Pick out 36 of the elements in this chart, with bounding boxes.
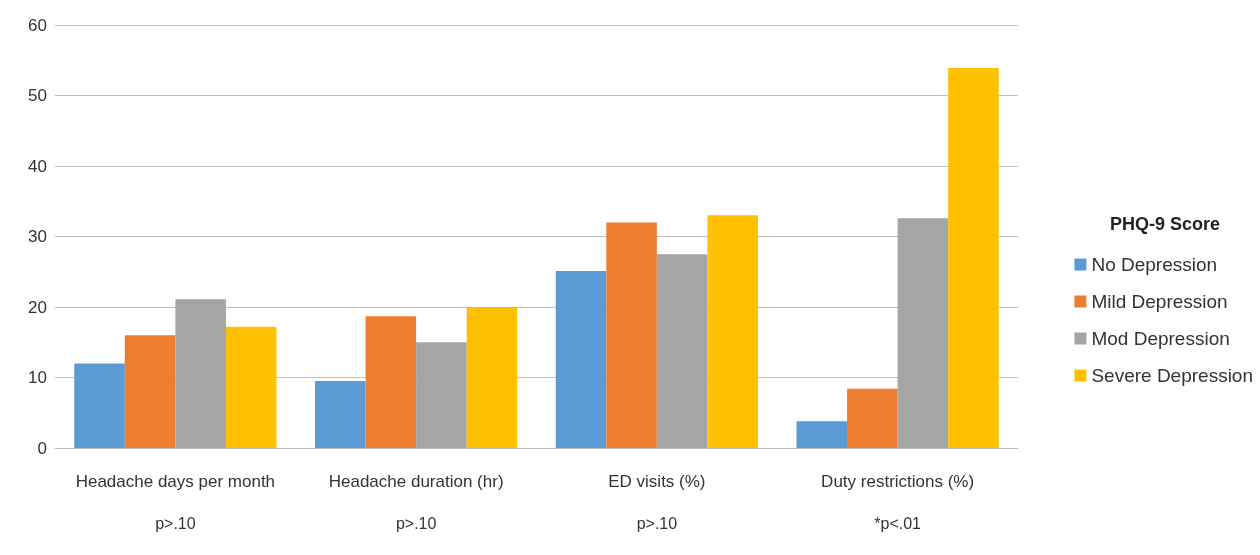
legend-label: No Depression bbox=[1091, 254, 1218, 275]
y-tick-label: 0 bbox=[37, 438, 47, 458]
bar bbox=[555, 271, 607, 448]
bar bbox=[175, 299, 226, 448]
bar bbox=[897, 218, 949, 448]
y-tick-label: 10 bbox=[28, 368, 47, 387]
bar bbox=[315, 381, 366, 448]
legend-title: PHQ-9 Score bbox=[1109, 214, 1221, 234]
bar bbox=[225, 326, 277, 448]
bar bbox=[796, 421, 848, 448]
legend-label: Mod Depression bbox=[1091, 328, 1230, 349]
bar bbox=[847, 388, 898, 448]
bar bbox=[707, 215, 758, 448]
text: p>.10 bbox=[636, 514, 678, 532]
y-tick-label: 50 bbox=[28, 86, 47, 105]
x-tick-label: Headache duration (hr) bbox=[328, 471, 504, 491]
y-tick-label: 60 bbox=[28, 15, 47, 35]
legend-label: Severe Depression bbox=[1091, 365, 1254, 386]
bar bbox=[948, 68, 999, 448]
bar bbox=[416, 342, 467, 448]
x-tick-label: ED visits (%) bbox=[608, 471, 706, 491]
bar bbox=[74, 363, 125, 448]
bar bbox=[656, 254, 708, 448]
y-tick-label: 20 bbox=[28, 297, 47, 317]
bar bbox=[606, 222, 657, 448]
bar bbox=[124, 335, 176, 448]
y-tick-label: 30 bbox=[28, 227, 47, 246]
x-tick-label: Duty restrictions (%) bbox=[821, 471, 975, 491]
legend-label: Mild Depression bbox=[1091, 291, 1228, 312]
text: p>.10 bbox=[155, 514, 196, 532]
bar bbox=[466, 307, 518, 448]
text: p>.10 bbox=[395, 514, 437, 532]
bar bbox=[365, 316, 417, 448]
text: *p<.01 bbox=[874, 514, 922, 532]
x-tick-label: Headache days per month bbox=[75, 471, 276, 491]
y-tick-label: 40 bbox=[28, 156, 47, 176]
